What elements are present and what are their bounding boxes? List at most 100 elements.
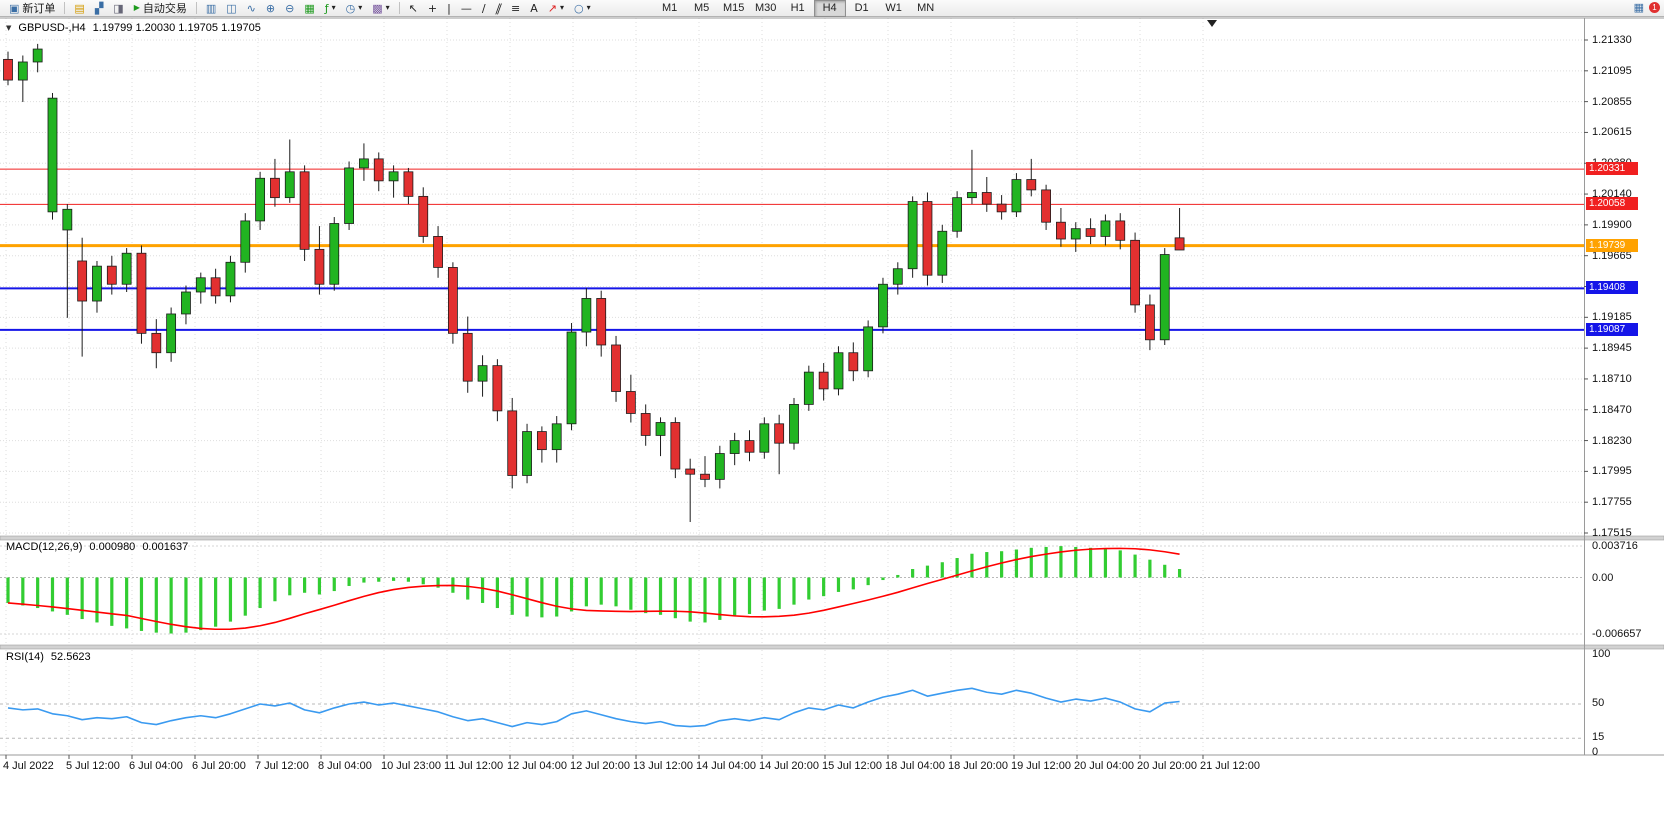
candle (922, 192, 933, 286)
channel-button[interactable]: ∥ (491, 0, 507, 17)
cursor-icon: ↖ (408, 1, 418, 15)
toolbar-separator (195, 2, 197, 14)
crosshair-button[interactable]: + (423, 0, 442, 17)
candle-body (655, 422, 666, 436)
timeframe-button-m15[interactable]: M15 (722, 2, 745, 14)
candle-body (166, 313, 177, 354)
new-order-icon: ▣ (9, 1, 20, 15)
candle-body (729, 440, 740, 454)
candle (996, 195, 1007, 220)
auto-trading-button[interactable]: ▶ 自动交易 (129, 0, 192, 17)
trendline-button[interactable]: ∕ (477, 0, 491, 17)
periods-button[interactable]: ◷ ▾ (341, 0, 368, 17)
candle (270, 158, 280, 207)
candle-body (625, 391, 636, 414)
grid-icon[interactable]: ▦ (1633, 1, 1644, 14)
template-button[interactable]: ▩ ▾ (367, 0, 394, 17)
new-order-button[interactable]: ▣ 新订单 (4, 0, 60, 17)
candle-chart-icon: ◫ (226, 1, 237, 15)
candle (403, 167, 414, 205)
vertical-line-button[interactable]: | (442, 0, 456, 17)
candle (952, 191, 963, 238)
candle-body (952, 197, 963, 232)
timeframe-button-mn[interactable]: MN (917, 2, 935, 14)
candle-body (507, 410, 518, 476)
cursor-button[interactable]: ↖ (404, 0, 423, 17)
candle (640, 404, 651, 446)
fibonacci-button[interactable]: ≡ (506, 0, 525, 17)
candle-body (907, 201, 918, 270)
arrows-button[interactable]: ↗ ▾ (543, 0, 569, 17)
candle-body (878, 283, 888, 328)
candle-body (700, 473, 710, 480)
zoom-out-button[interactable]: ⊖ (280, 0, 299, 17)
candle-body (344, 167, 354, 224)
candle (1026, 158, 1037, 197)
timeframe-button-h4[interactable]: H4 (813, 0, 846, 17)
horizontal-line-button[interactable]: — (456, 0, 477, 17)
chevron-down-icon: ▾ (331, 3, 336, 12)
candle (181, 285, 191, 325)
candle-body (106, 265, 117, 285)
timeframe-button-m30[interactable]: M30 (754, 2, 777, 14)
candle-body (403, 171, 414, 197)
candle-body (818, 371, 829, 390)
candle-chart-button[interactable]: ◫ (221, 0, 241, 17)
candle-body (551, 423, 562, 451)
panel-separator-macd[interactable] (0, 535, 1664, 541)
candle (863, 320, 874, 378)
candle-body (789, 404, 799, 444)
panel-separator-rsi[interactable] (0, 644, 1664, 650)
candle-body (433, 236, 443, 268)
candle-body (1041, 189, 1051, 223)
text-label-button[interactable]: A (525, 0, 543, 17)
candle-body (418, 195, 429, 237)
timeframe-button-w1[interactable]: W1 (885, 2, 902, 14)
vertical-line-icon: | (447, 1, 451, 15)
timeframe-button-h1[interactable]: H1 (790, 2, 805, 14)
chart-shift-marker[interactable] (1207, 20, 1217, 27)
candle (625, 374, 636, 423)
candle (47, 92, 58, 220)
zoom-in-button[interactable]: ⊕ (261, 0, 280, 17)
candle-body (714, 453, 725, 480)
candle-body (1100, 220, 1111, 237)
candle-body (1085, 228, 1096, 237)
candle (1100, 214, 1111, 246)
data-window-button[interactable]: ◨ (108, 0, 128, 17)
candle-body (774, 423, 785, 444)
candle (1011, 173, 1022, 218)
bar-chart-button[interactable]: ▥ (201, 0, 221, 17)
timeframe-button-d1[interactable]: D1 (854, 2, 869, 14)
candle (32, 43, 43, 73)
timeframe-button-m1[interactable]: M1 (662, 2, 678, 14)
line-chart-icon: ∿ (246, 1, 256, 15)
indicators-button[interactable]: ƒ ▾ (320, 0, 341, 17)
chart-window-button[interactable]: ▤ (69, 0, 89, 17)
bar-chart-icon: ▥ (205, 1, 217, 15)
candle-body (447, 267, 458, 334)
shapes-button[interactable]: ○ ▾ (569, 0, 596, 17)
candle (596, 290, 607, 357)
candle-body (3, 58, 13, 81)
candle-body (1056, 221, 1066, 240)
timeframe-button-m5[interactable]: M5 (694, 2, 710, 14)
candle-body (136, 252, 147, 334)
candle-body (255, 177, 266, 222)
candle (418, 187, 429, 243)
candle-body (151, 332, 162, 354)
candle-body (967, 192, 977, 199)
candle-body (270, 177, 280, 199)
candle-body (1130, 239, 1140, 306)
profiles-icon: ▞ (94, 1, 104, 15)
notification-badge[interactable]: 1 (1649, 2, 1660, 13)
candle (1130, 232, 1140, 313)
candle (551, 416, 562, 463)
line-chart-button[interactable]: ∿ (242, 0, 261, 17)
tile-windows-button[interactable]: ▦ (299, 0, 319, 17)
candle (789, 397, 799, 450)
candle-body (32, 48, 43, 63)
candle (492, 359, 503, 422)
profiles-button[interactable]: ▞ (90, 0, 108, 17)
